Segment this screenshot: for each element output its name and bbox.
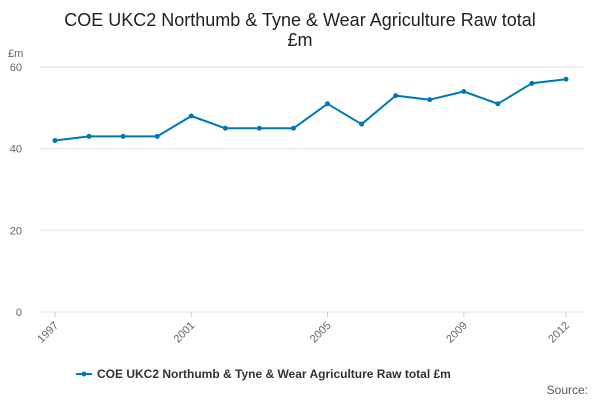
series-line-0 [54,78,567,142]
data-point [120,133,126,139]
gridlines [40,66,583,313]
chart-title-line-2: £m [287,30,312,50]
data-point [359,121,365,127]
data-point [256,125,262,131]
y-tick-label: 20 [10,225,22,237]
legend[interactable]: COE UKC2 Northumb & Tyne & Wear Agricult… [76,367,451,381]
data-point [461,89,467,94]
y-axis-unit-label: £m [8,48,23,60]
x-tick-label: 2001 [172,320,198,346]
data-point [52,138,58,143]
y-tick-label: 40 [10,144,22,156]
chart-title-line-1: COE UKC2 Northumb & Tyne & Wear Agricult… [64,10,536,30]
y-axis-ticks: 0 20 40 60 [10,62,22,319]
series-layer [52,76,569,143]
data-point [495,101,501,107]
x-tick-label: 1997 [35,320,61,346]
data-point [86,133,92,139]
source-link[interactable]: Source: [547,383,588,397]
y-tick-label: 0 [16,307,22,319]
x-tick-label: 2012 [546,320,572,346]
x-tick-label: 2005 [308,320,334,346]
data-point [427,97,433,103]
y-tick-label: 60 [10,62,22,74]
data-point [393,93,399,99]
legend-point-marker [81,371,87,377]
data-point [563,76,569,82]
data-point [188,113,194,119]
data-point [222,125,228,131]
x-tick-label: 2009 [444,320,470,346]
data-point [154,133,160,139]
legend-label: COE UKC2 Northumb & Tyne & Wear Agricult… [97,367,451,381]
data-point [290,125,296,131]
x-axis-ticks: 1997 2001 2005 2009 2012 [35,312,572,345]
data-point [529,80,535,86]
data-point [325,101,331,107]
